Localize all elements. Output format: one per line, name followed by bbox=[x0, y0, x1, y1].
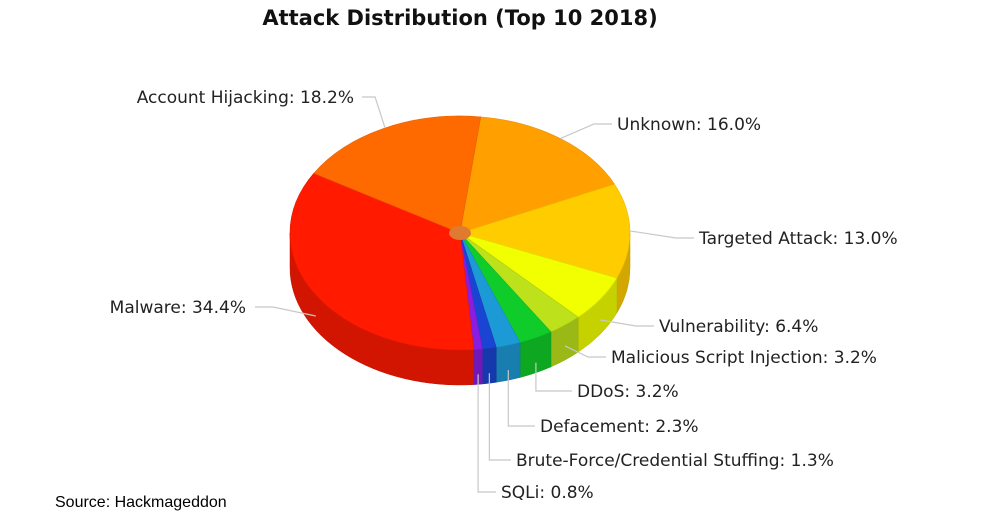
slice-labels: Unknown: 16.0% Targeted Attack: 13.0% Vuln… bbox=[110, 88, 898, 503]
slice-label-4: DDoS: 3.2% bbox=[577, 382, 679, 402]
slice-label-2: Vulnerability: 6.4% bbox=[659, 317, 818, 337]
slice-label-3: Malicious Script Injection: 3.2% bbox=[611, 348, 877, 368]
slice-label-5: Defacement: 2.3% bbox=[540, 417, 699, 437]
leader-line-4 bbox=[535, 362, 572, 392]
leader-line-1 bbox=[629, 230, 694, 239]
leader-line-0 bbox=[560, 123, 612, 140]
label-leaders bbox=[255, 96, 694, 493]
pie-slice-8 bbox=[289, 172, 475, 351]
leader-line-5 bbox=[507, 370, 535, 427]
slice-label-7: SQLi: 0.8% bbox=[501, 483, 594, 503]
pie-slice-9 bbox=[313, 115, 482, 234]
leader-line-6 bbox=[488, 373, 511, 461]
pie-center bbox=[449, 226, 471, 240]
pie-slice-1 bbox=[458, 183, 631, 279]
slice-label-0: Unknown: 16.0% bbox=[617, 115, 761, 135]
source-note: Source: Hackmageddon bbox=[55, 494, 227, 511]
slice-label-8: Malware: 34.4% bbox=[110, 298, 246, 318]
leader-line-7 bbox=[477, 374, 496, 493]
slice-label-9: Account Hijacking: 18.2% bbox=[137, 88, 354, 108]
chart-title: Attack Distribution (Top 10 2018) bbox=[262, 6, 658, 30]
pie-sides bbox=[289, 232, 631, 386]
pie-slices bbox=[289, 115, 631, 351]
leader-line-3 bbox=[564, 345, 606, 358]
leader-line-9 bbox=[362, 96, 386, 129]
slice-label-1: Targeted Attack: 13.0% bbox=[698, 229, 898, 249]
leader-line-2 bbox=[600, 319, 654, 327]
leader-line-8 bbox=[255, 306, 316, 317]
slice-label-6: Brute-Force/Credential Stuffing: 1.3% bbox=[516, 451, 834, 471]
